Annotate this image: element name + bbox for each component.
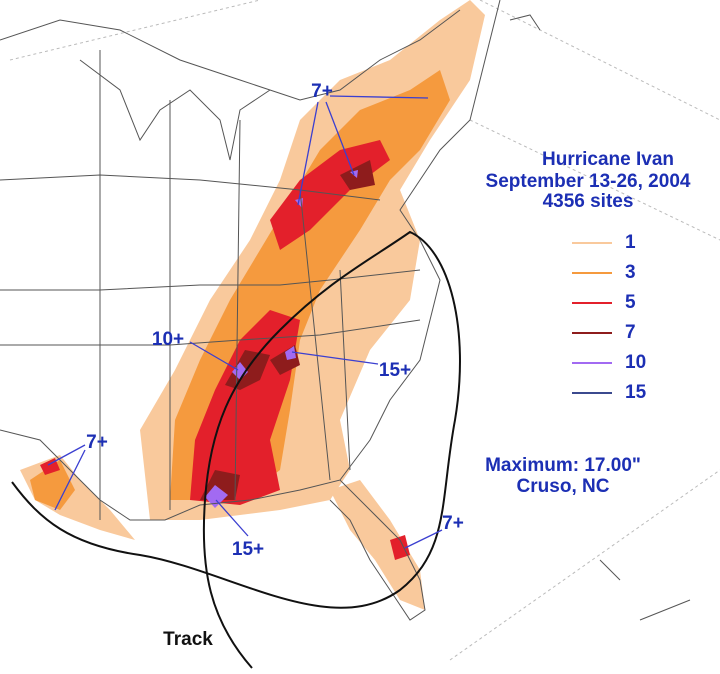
- state-borders: [0, 0, 691, 621]
- pointers: [47, 95, 443, 549]
- rain-area: [232, 362, 248, 380]
- sites: 4356 sites: [543, 191, 634, 212]
- legend-label: 5: [625, 292, 636, 313]
- rain-area: [340, 160, 375, 190]
- legend-label: 3: [625, 262, 636, 283]
- legend-label: 10: [625, 352, 646, 373]
- rain-area: [390, 535, 410, 560]
- annotation: 15+: [379, 360, 411, 381]
- legend: 1 3 5 7 10 15: [572, 232, 647, 403]
- dates: September 13-26, 2004: [486, 171, 691, 192]
- title: Hurricane Ivan: [542, 149, 674, 170]
- annotation: 7+: [86, 432, 108, 453]
- maximum: Maximum: 17.00": [485, 455, 641, 476]
- graticule: [9, 0, 720, 661]
- track-label: Track: [163, 629, 213, 650]
- rain-swath: [20, 0, 485, 610]
- annotation: 15+: [232, 539, 264, 560]
- rain-area: [205, 485, 228, 508]
- legend-label: 1: [625, 232, 636, 253]
- rain-area: [40, 458, 60, 475]
- annotation: 7+: [442, 513, 464, 534]
- rain-area: [330, 480, 425, 610]
- annotation: 7+: [311, 81, 333, 102]
- legend-label: 15: [625, 382, 647, 403]
- hurricane-track: [11, 230, 461, 669]
- rain-area: [285, 346, 296, 360]
- rain-area: [30, 460, 75, 510]
- annotation: 10+: [152, 329, 184, 350]
- max-location: Cruso, NC: [517, 476, 610, 497]
- legend-label: 7: [625, 322, 636, 343]
